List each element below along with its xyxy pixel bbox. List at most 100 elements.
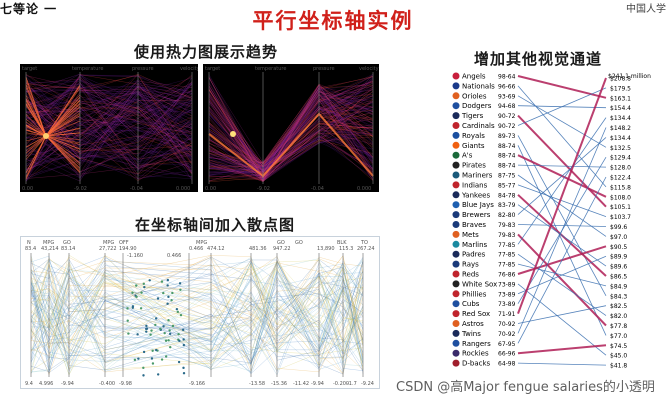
scatter-line bbox=[30, 280, 364, 370]
scatter-line bbox=[30, 260, 364, 367]
scatter-dot bbox=[182, 343, 186, 347]
payroll-value: $163.1 bbox=[610, 95, 631, 102]
heatmap-right-svg: target temperature pressure velocity 0.0… bbox=[205, 66, 379, 192]
heatmap-line bbox=[208, 135, 374, 171]
team-logo-icon bbox=[452, 181, 460, 189]
payroll-value: $129.4 bbox=[610, 155, 631, 162]
watermark-text: CSDN @高Major fengue salaries的小透明 bbox=[396, 380, 655, 395]
heatmap-line bbox=[208, 87, 374, 181]
scatter-line bbox=[30, 271, 364, 364]
payroll-value: $128.0 bbox=[610, 165, 631, 172]
scatter-dot bbox=[167, 295, 170, 299]
scatter-line bbox=[30, 265, 364, 374]
payroll-value: $108.0 bbox=[610, 194, 631, 201]
scatter-dot bbox=[148, 279, 151, 282]
heatmap-trend-line bbox=[208, 112, 374, 178]
payroll-link bbox=[517, 344, 607, 355]
heatmap-line bbox=[25, 112, 193, 169]
heatmap-line bbox=[25, 89, 193, 116]
heatmap-line bbox=[25, 84, 193, 174]
scatter-line bbox=[30, 266, 364, 363]
heatmap-line bbox=[208, 123, 374, 182]
scatter-dot bbox=[142, 366, 145, 370]
heatmap-line bbox=[208, 92, 374, 165]
sc-bottom-val-8: -15.36 bbox=[271, 381, 287, 387]
scatter-line bbox=[30, 261, 364, 375]
scatter-line bbox=[30, 257, 364, 374]
sc-bottom-val-13: -9.24 bbox=[361, 381, 374, 387]
heatmap-line bbox=[25, 100, 193, 174]
scatter-line bbox=[30, 265, 364, 360]
scatter-line bbox=[30, 286, 364, 362]
heatmap-line bbox=[25, 83, 193, 147]
heatmap-line bbox=[25, 82, 193, 170]
scatter-dot bbox=[154, 323, 157, 327]
scatter-line bbox=[30, 277, 364, 370]
heatmap-line bbox=[25, 74, 193, 145]
scatter-dot bbox=[156, 297, 160, 300]
team-name: Mariners bbox=[462, 172, 493, 180]
team-name: Cubs bbox=[462, 300, 480, 308]
team-name: Cardinals bbox=[462, 122, 495, 130]
team-name: Indians bbox=[462, 181, 488, 189]
heatmap-line bbox=[25, 79, 193, 179]
payroll-link bbox=[517, 362, 607, 366]
heatmap-line bbox=[208, 91, 374, 178]
sc-top-val-1: 83.4 bbox=[25, 246, 36, 252]
team-name: Orioles bbox=[462, 92, 487, 100]
scatter-dot bbox=[131, 306, 135, 310]
team-record: 87-75 bbox=[498, 173, 516, 180]
scatter-dot bbox=[179, 313, 183, 317]
heatmap-line bbox=[208, 88, 374, 172]
heatmap-line bbox=[208, 91, 374, 167]
scatter-dot bbox=[142, 350, 146, 354]
heatmap-line bbox=[208, 84, 374, 174]
heatmap-line bbox=[208, 109, 374, 169]
team-record: 93-69 bbox=[498, 93, 516, 100]
team-record: 88-74 bbox=[498, 143, 516, 150]
heatmap-line bbox=[208, 94, 374, 180]
scatter-dot bbox=[126, 307, 129, 310]
heatmap-line bbox=[25, 83, 193, 131]
scatter-line bbox=[30, 254, 364, 369]
heatmap-line bbox=[25, 76, 193, 167]
sc-axis-mpg: MPG bbox=[43, 240, 54, 246]
scatter-section-title: 在坐标轴间加入散点图 bbox=[135, 216, 296, 234]
team-record: 88-74 bbox=[498, 163, 516, 170]
scatter-line bbox=[30, 293, 364, 376]
payroll-link bbox=[517, 224, 607, 227]
team-name: Dodgers bbox=[462, 102, 492, 110]
sc-top-val-9: 947.22 bbox=[273, 246, 291, 252]
scatter-dot bbox=[179, 288, 182, 291]
heatmap-line bbox=[208, 129, 374, 172]
payroll-value: $82.0 bbox=[610, 313, 627, 320]
hr-axis-bottom-1: 0.00 bbox=[205, 186, 216, 192]
scatter-dot bbox=[135, 295, 138, 299]
scatter-dot bbox=[171, 324, 175, 328]
scatter-dot bbox=[166, 302, 169, 305]
heatmap-line bbox=[208, 81, 374, 167]
payroll-top-label: $241.1 million bbox=[608, 73, 651, 80]
scatter-line bbox=[30, 259, 364, 375]
heatmap-line bbox=[208, 126, 374, 180]
scatter-line bbox=[30, 278, 364, 374]
sc-mid-val-2: 0.466 bbox=[167, 253, 181, 259]
team-logo-icon bbox=[452, 201, 460, 209]
scatter-dot bbox=[175, 307, 179, 311]
scatter-dot bbox=[164, 339, 168, 342]
heatmap-line bbox=[208, 141, 374, 181]
scatter-line bbox=[30, 260, 364, 345]
team-name: Yankees bbox=[461, 191, 490, 199]
heatmap-line bbox=[25, 88, 193, 107]
sc-axis-to: TO bbox=[360, 240, 368, 246]
scatter-line bbox=[30, 272, 364, 372]
team-logo-icon bbox=[452, 151, 460, 159]
scatter-dot bbox=[143, 285, 146, 289]
heatmap-line bbox=[208, 93, 374, 179]
heatmap-line bbox=[25, 85, 193, 110]
heatmap-line bbox=[208, 85, 374, 183]
heatmap-line bbox=[25, 92, 193, 165]
heatmap-line bbox=[25, 105, 193, 163]
heatmap-line bbox=[208, 89, 374, 165]
hr-axis-label-2: temperature bbox=[255, 66, 286, 72]
